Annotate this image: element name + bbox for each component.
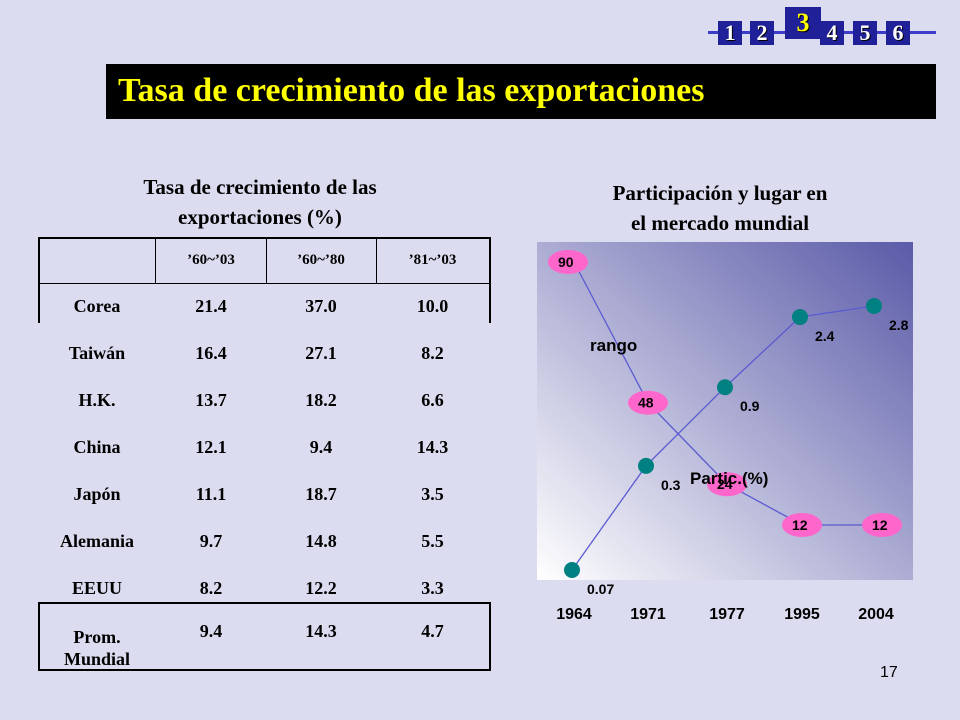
nav-item-1[interactable]: 1 bbox=[718, 21, 742, 45]
table-caption-line1: Tasa de crecimiento de las bbox=[143, 175, 377, 199]
table-caption: Tasa de crecimiento de las exportaciones… bbox=[60, 172, 460, 232]
rango-data-label: 48 bbox=[638, 395, 654, 411]
partic-data-label: 0.9 bbox=[740, 398, 760, 414]
series-label-partic: Partic.(%) bbox=[690, 469, 768, 488]
rango-data-label: 90 bbox=[558, 254, 574, 270]
value-cell: 6.6 bbox=[421, 390, 444, 410]
page-number: 17 bbox=[880, 664, 898, 681]
value-cell: 8.2 bbox=[199, 578, 223, 598]
table-header-row: ’60~’03 ’60~’80 ’81~’03 bbox=[38, 237, 489, 283]
value-cell: 12.1 bbox=[195, 437, 227, 457]
country-cell: Corea bbox=[73, 296, 121, 316]
rango-data-label: 12 bbox=[792, 517, 808, 533]
value-cell: 3.5 bbox=[421, 484, 444, 504]
exports-table: ’60~’03 ’60~’80 ’81~’03 Corea 21.4 37.0 … bbox=[38, 237, 489, 684]
value-cell: 27.1 bbox=[305, 343, 337, 363]
value-cell: 9.7 bbox=[199, 531, 223, 551]
partic-marker bbox=[717, 379, 733, 396]
value-cell: 9.4 bbox=[309, 437, 333, 457]
rango-marker bbox=[862, 513, 902, 537]
nav-item-active[interactable]: 3 bbox=[785, 7, 821, 39]
average-row: Prom. Mundial 9.4 14.3 4.7 bbox=[38, 612, 489, 684]
average-value-cell: 14.3 bbox=[305, 621, 337, 641]
average-label-cell: Prom. Mundial bbox=[38, 612, 156, 684]
country-cell: China bbox=[73, 437, 121, 457]
table-row: H.K. 13.7 18.2 6.6 bbox=[38, 377, 489, 424]
chart-title-line1: Participación y lugar en bbox=[612, 181, 828, 205]
country-cell: Japón bbox=[73, 484, 121, 504]
partic-data-label: 2.8 bbox=[889, 317, 909, 333]
table-header-cell: ’60~’80 bbox=[297, 251, 345, 268]
country-cell: Taiwán bbox=[68, 343, 126, 363]
partic-marker bbox=[792, 309, 808, 326]
rango-marker bbox=[628, 390, 668, 415]
x-tick-label: 2004 bbox=[858, 606, 894, 623]
value-cell: 11.1 bbox=[195, 484, 227, 504]
average-label-line1: Prom. bbox=[73, 627, 121, 647]
partic-marker bbox=[866, 298, 882, 314]
table-header-divider-v bbox=[376, 237, 377, 283]
average-value-cell: 4.7 bbox=[421, 621, 444, 641]
x-tick-label: 1977 bbox=[709, 606, 745, 623]
chart-title: Participación y lugar en el mercado mund… bbox=[520, 178, 920, 238]
table-row: Japón 11.1 18.7 3.5 bbox=[38, 471, 489, 518]
table-row: Alemania 9.7 14.8 5.5 bbox=[38, 518, 489, 565]
x-tick-label: 1995 bbox=[784, 606, 820, 623]
country-cell: EEUU bbox=[71, 578, 122, 598]
table-header-divider-v bbox=[155, 237, 156, 283]
partic-data-label: 0.3 bbox=[661, 477, 681, 493]
plot-area bbox=[537, 242, 913, 580]
value-cell: 14.8 bbox=[305, 531, 337, 551]
rango-marker bbox=[548, 250, 588, 274]
value-cell: 8.2 bbox=[421, 343, 444, 363]
table-row: China 12.1 9.4 14.3 bbox=[38, 424, 489, 471]
value-cell: 21.4 bbox=[195, 296, 227, 316]
value-cell: 13.7 bbox=[195, 390, 227, 410]
country-cell: Alemania bbox=[60, 531, 134, 551]
x-tick-label: 1971 bbox=[630, 606, 666, 623]
rango-marker bbox=[707, 472, 747, 497]
title-bar: Tasa de crecimiento de las exportaciones bbox=[106, 64, 936, 119]
chart-title-line2: el mercado mundial bbox=[630, 211, 810, 235]
country-cell: H.K. bbox=[78, 390, 116, 410]
value-cell: 14.3 bbox=[416, 437, 449, 457]
series-label-rango: rango bbox=[590, 336, 637, 355]
value-cell: 18.7 bbox=[305, 484, 337, 504]
value-cell: 12.2 bbox=[305, 578, 337, 598]
value-cell: 18.2 bbox=[305, 390, 337, 410]
table-row: Corea 21.4 37.0 10.0 bbox=[38, 283, 489, 330]
partic-data-label: 2.4 bbox=[815, 328, 835, 344]
table-row: Taiwán 16.4 27.1 8.2 bbox=[38, 330, 489, 377]
value-cell: 16.4 bbox=[195, 343, 227, 363]
nav-item-4[interactable]: 4 bbox=[820, 21, 844, 45]
nav-item-5[interactable]: 5 bbox=[853, 21, 877, 45]
table-header-cell: ’60~’03 bbox=[187, 251, 235, 268]
table-row: EEUU 8.2 12.2 3.3 bbox=[38, 565, 489, 612]
nav-item-6[interactable]: 6 bbox=[886, 21, 910, 45]
nav-item-2[interactable]: 2 bbox=[750, 21, 774, 45]
value-cell: 5.5 bbox=[421, 531, 444, 551]
page-title: Tasa de crecimiento de las exportaciones bbox=[118, 72, 705, 109]
rango-data-label: 24 bbox=[717, 476, 733, 492]
partic-data-label: 0.07 bbox=[587, 581, 614, 597]
value-cell: 10.0 bbox=[416, 296, 449, 316]
value-cell: 37.0 bbox=[305, 296, 337, 316]
table-header-divider bbox=[38, 283, 489, 284]
table-header-divider-v bbox=[266, 237, 267, 283]
rango-data-label: 12 bbox=[872, 517, 888, 533]
rango-marker bbox=[782, 513, 822, 537]
table-header-cell: ’81~’03 bbox=[408, 251, 457, 268]
partic-marker bbox=[638, 457, 654, 474]
table-caption-line2: exportaciones (%) bbox=[178, 205, 342, 229]
x-tick-label: 1964 bbox=[556, 606, 592, 623]
value-cell: 3.3 bbox=[421, 578, 444, 598]
partic-marker bbox=[564, 562, 580, 578]
average-label-line2: Mundial bbox=[63, 649, 131, 669]
average-value-cell: 9.4 bbox=[199, 621, 223, 641]
